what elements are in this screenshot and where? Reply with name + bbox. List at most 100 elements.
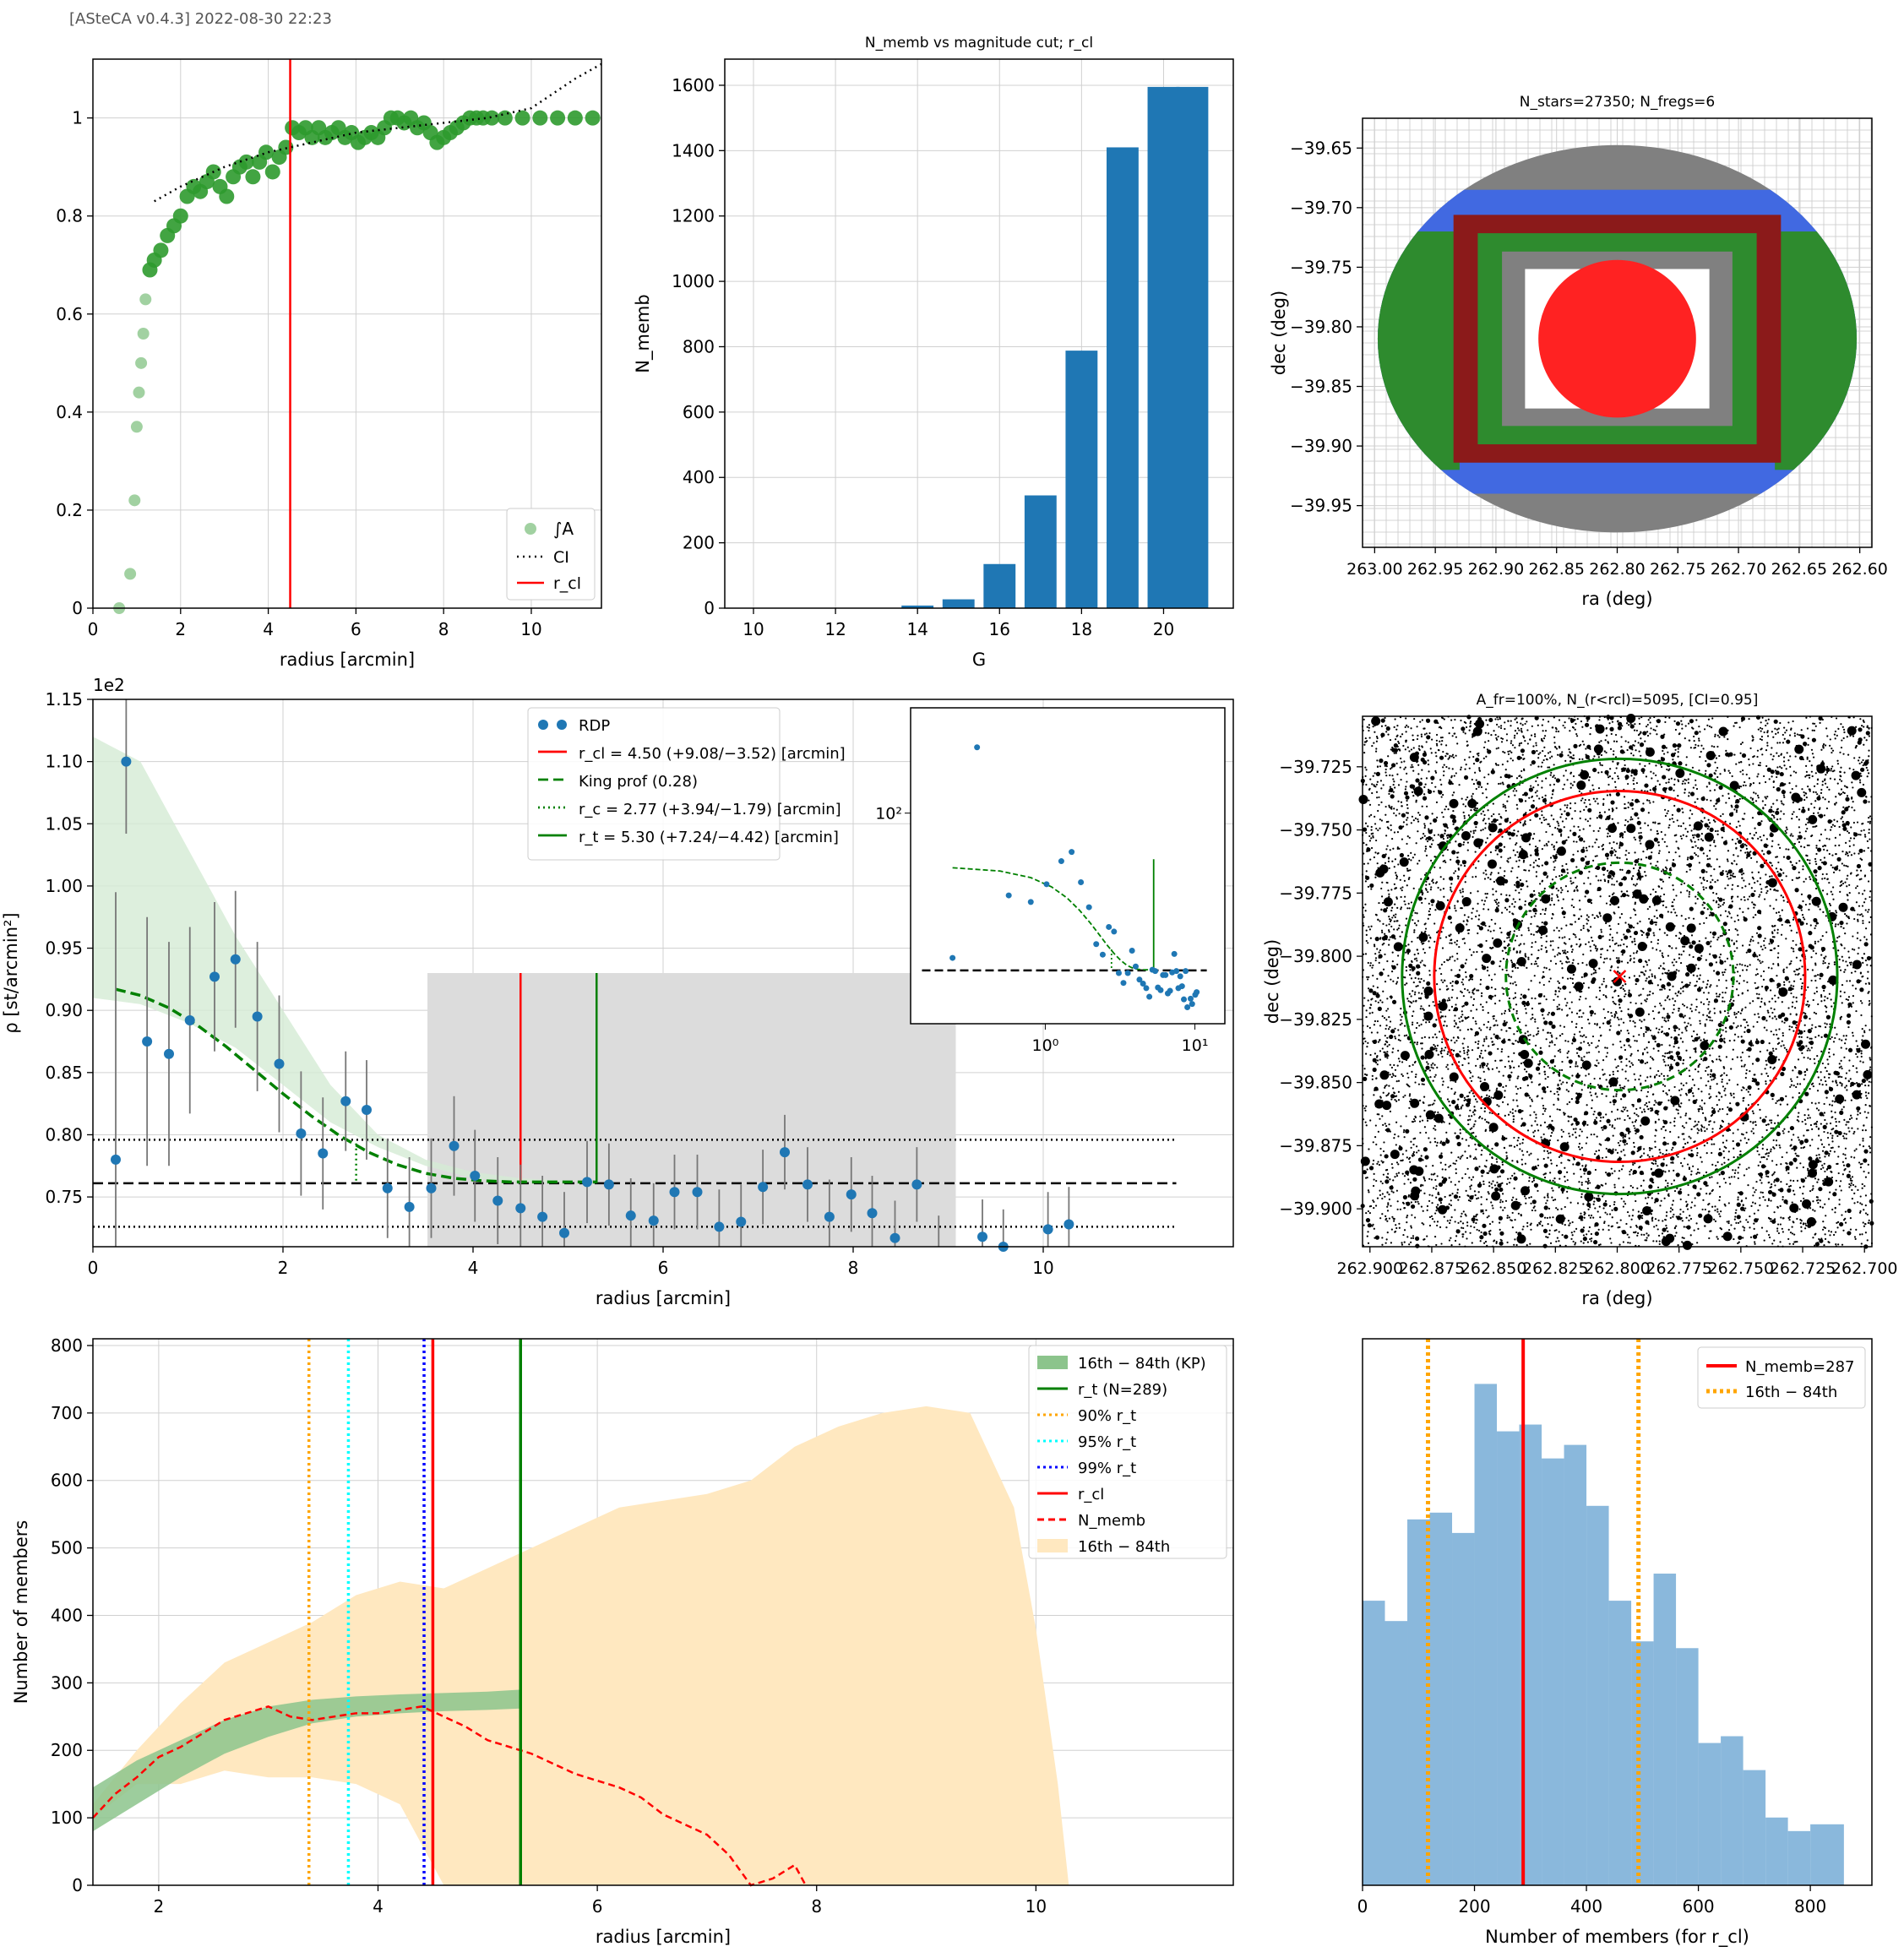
star [1522, 735, 1525, 737]
star [1409, 869, 1412, 872]
star [1566, 950, 1569, 954]
star [1363, 1004, 1365, 1007]
star [1806, 1003, 1809, 1006]
star [1457, 842, 1462, 847]
star [1795, 888, 1798, 891]
star [1662, 749, 1664, 753]
star [1572, 881, 1575, 884]
star [1401, 1074, 1404, 1078]
star [1501, 764, 1504, 766]
star [1765, 838, 1769, 840]
star [1615, 791, 1620, 797]
star [1648, 905, 1651, 908]
star [1844, 969, 1847, 971]
star [1737, 1025, 1739, 1027]
star [1811, 835, 1814, 837]
star [1588, 1022, 1591, 1025]
star [1725, 979, 1727, 981]
star [1568, 748, 1570, 751]
star [1811, 1139, 1814, 1141]
star [1510, 1145, 1513, 1147]
star [1825, 1096, 1828, 1099]
star [1490, 872, 1493, 874]
star [1709, 1075, 1712, 1078]
star [1554, 826, 1557, 829]
star [1719, 960, 1724, 965]
star [1832, 947, 1835, 949]
star [1646, 927, 1652, 933]
star [1842, 1106, 1845, 1108]
star [1538, 797, 1541, 800]
star [1438, 1197, 1443, 1202]
star [1560, 1135, 1564, 1138]
star [1664, 1186, 1667, 1188]
star [1677, 1109, 1679, 1112]
star [1663, 840, 1666, 843]
star [1384, 862, 1387, 864]
star [1656, 861, 1659, 863]
star [1462, 841, 1466, 844]
star [1544, 1107, 1547, 1111]
star [1364, 737, 1367, 740]
star [1765, 1128, 1768, 1132]
inset-point [1162, 971, 1169, 978]
star [1455, 1022, 1457, 1025]
star [1796, 1240, 1798, 1243]
y-tick-label: 0.95 [45, 938, 83, 959]
star [1747, 1090, 1749, 1093]
star [1697, 838, 1700, 841]
star [1388, 916, 1390, 918]
star [1448, 999, 1451, 1002]
star [1624, 740, 1627, 742]
star [1766, 722, 1769, 725]
star [1599, 1120, 1602, 1123]
star [1821, 935, 1824, 938]
star [1597, 756, 1600, 759]
star [1770, 1122, 1773, 1124]
star [1662, 1158, 1665, 1161]
star [1681, 1220, 1684, 1222]
star [1660, 1128, 1662, 1130]
star [1523, 822, 1526, 824]
star [1566, 1171, 1569, 1173]
star [1861, 1002, 1863, 1004]
star [1578, 1015, 1580, 1019]
star [1415, 1243, 1420, 1248]
star [1442, 981, 1444, 984]
star [1689, 719, 1695, 724]
star [1706, 983, 1709, 986]
star [1776, 1223, 1780, 1226]
star [1468, 928, 1471, 932]
star [1788, 782, 1791, 785]
star [1775, 810, 1780, 815]
star [1386, 1205, 1389, 1208]
star [1767, 1216, 1771, 1219]
star [1470, 954, 1473, 956]
star [1860, 829, 1863, 832]
star [1436, 983, 1439, 986]
star [1500, 893, 1503, 895]
star [1709, 1016, 1711, 1019]
star [1572, 853, 1575, 856]
star [1540, 1136, 1542, 1139]
star [1384, 1123, 1386, 1125]
star [1625, 1222, 1628, 1226]
star [1511, 1060, 1514, 1063]
star-field [1358, 713, 1874, 1250]
star [1664, 814, 1667, 818]
star [1406, 1216, 1408, 1219]
star [1673, 899, 1675, 901]
star [1392, 1179, 1395, 1182]
star [1373, 784, 1375, 786]
star [1694, 834, 1696, 836]
star [1709, 1085, 1711, 1088]
star [1685, 1067, 1688, 1069]
star [1739, 844, 1744, 849]
star [1513, 1052, 1515, 1055]
star [1838, 1066, 1841, 1069]
star [1478, 1229, 1481, 1232]
star [1779, 1146, 1782, 1149]
star [1584, 895, 1586, 898]
star [1482, 1070, 1485, 1073]
star [1488, 773, 1490, 775]
